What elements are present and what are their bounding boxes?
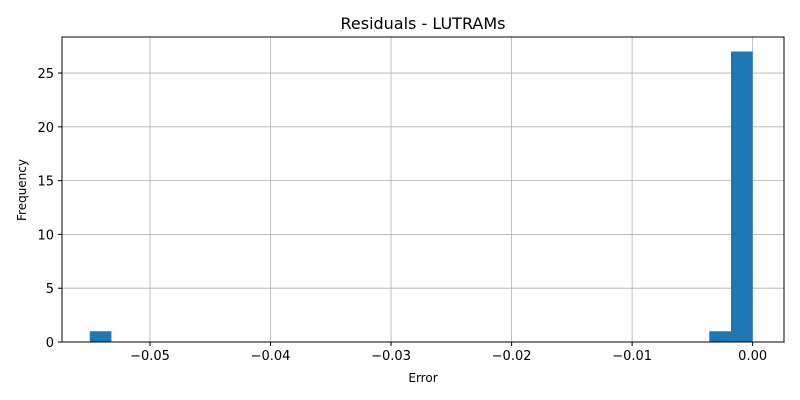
x-tick-label: −0.05 — [130, 349, 170, 364]
histogram-bar — [730, 51, 753, 343]
x-tick-label: −0.03 — [371, 349, 411, 364]
bars — [89, 51, 753, 343]
y-tick-label: 5 — [46, 282, 54, 297]
x-tick-label: −0.04 — [251, 349, 291, 364]
y-tick-label: 15 — [37, 175, 54, 190]
chart-title: Residuals - LUTRAMs — [340, 14, 505, 33]
x-tick-label: −0.01 — [612, 349, 652, 364]
y-tick-label: 10 — [37, 228, 54, 243]
plot-frame — [61, 36, 785, 343]
histogram-bar — [709, 331, 731, 342]
y-axis-label: Frequency — [15, 159, 29, 221]
x-tick-label: −0.02 — [492, 349, 532, 364]
x-axis-label: Error — [408, 371, 437, 385]
x-axis-ticks: −0.05 −0.04 −0.03 −0.02 −0.01 0.00 — [130, 342, 767, 364]
y-tick-label: 0 — [46, 336, 54, 351]
x-tick-label: 0.00 — [738, 349, 767, 364]
y-tick-label: 25 — [37, 67, 54, 82]
y-axis-ticks: 0 5 10 15 20 25 — [37, 67, 62, 351]
histogram-bar — [89, 331, 112, 342]
y-tick-label: 20 — [37, 121, 54, 136]
